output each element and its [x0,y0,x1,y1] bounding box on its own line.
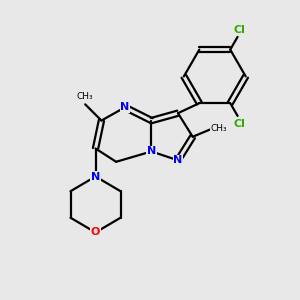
Text: CH₃: CH₃ [76,92,93,101]
Text: N: N [147,146,156,157]
Text: O: O [91,227,100,237]
Text: N: N [173,155,183,165]
Text: N: N [120,102,130,112]
Text: Cl: Cl [233,25,245,34]
Text: N: N [91,172,100,182]
Text: Cl: Cl [233,119,245,129]
Text: CH₃: CH₃ [210,124,227,133]
